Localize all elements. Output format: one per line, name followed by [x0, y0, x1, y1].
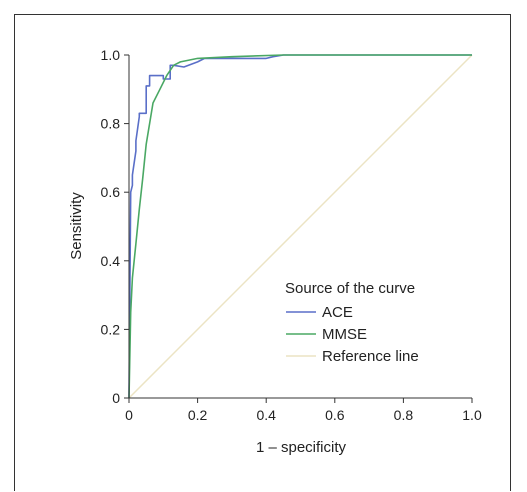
y-tick-label: 1.0: [101, 47, 121, 63]
series-line-reference-line: [128, 54, 473, 399]
x-tick-label: 0.2: [188, 407, 208, 423]
y-tick-label: 0.2: [101, 321, 121, 337]
y-tick-label: 0: [112, 390, 120, 406]
x-axis-label: 1 – specificity: [256, 439, 347, 456]
x-tick-label: 0.8: [394, 407, 414, 423]
y-axis-label: Sensitivity: [68, 192, 85, 260]
x-tick-label: 0.4: [256, 407, 276, 423]
legend-label-mmse: MMSE: [322, 326, 367, 343]
legend: Source of the curve ACE MMSE Reference lin…: [285, 280, 419, 365]
y-tick-label: 0.4: [101, 253, 121, 269]
legend-label-ace: ACE: [322, 304, 353, 321]
x-tick-label: 0.6: [325, 407, 345, 423]
x-tick-label: 1.0: [462, 407, 482, 423]
y-tick-label: 0.8: [101, 116, 121, 132]
roc-chart: 0 0.2 0.4 0.6 0.8 1.0 0 0.2 0.4 0.6 0.8 1.0 1 – spe…: [68, 47, 482, 456]
series-line-ace: [128, 54, 472, 399]
chart-frame: 0 0.2 0.4 0.6 0.8 1.0 0 0.2 0.4 0.6 0.8 1.0 1 – spe…: [14, 14, 511, 491]
x-tick-label: 0: [125, 407, 133, 423]
legend-label-reference-line: Reference line: [322, 348, 419, 365]
series-line-mmse: [128, 54, 472, 399]
y-tick-label: 0.6: [101, 184, 121, 200]
legend-title: Source of the curve: [285, 280, 415, 297]
